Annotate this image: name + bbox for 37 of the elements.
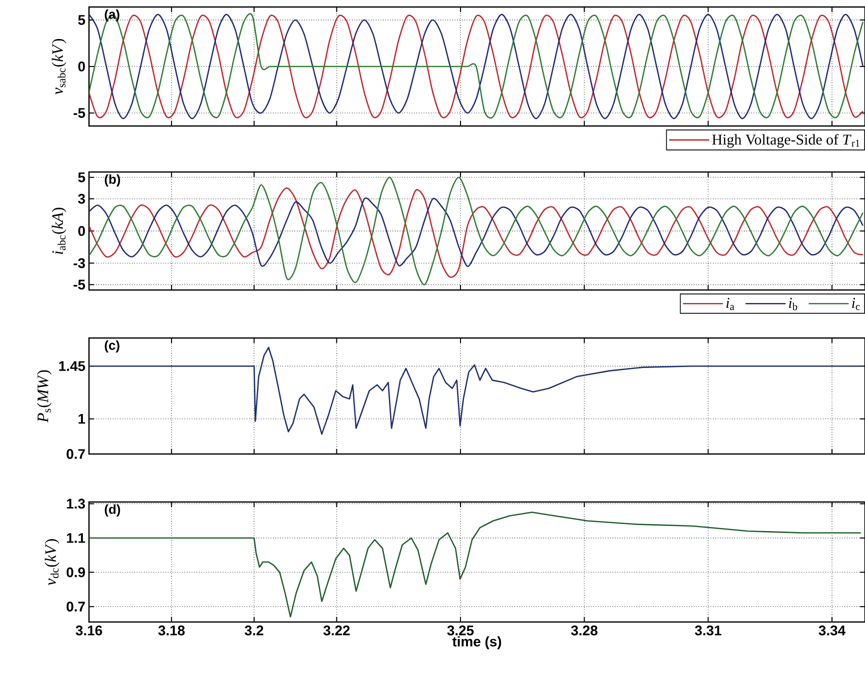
y-axis-title: v$_{dc}$(kV): [44, 539, 60, 586]
legend-label: i$_{c}$: [852, 298, 860, 310]
y-tick-label: 1.1: [66, 533, 86, 543]
y-tick-label: 1.3: [66, 498, 85, 509]
x-axis-title: time (s): [452, 636, 502, 650]
annotation: (c): [104, 340, 120, 352]
legend-label: i$_{a}$: [726, 298, 734, 310]
x-tick-label: 3.34: [818, 626, 846, 636]
x-tick-label: 3.28: [571, 626, 598, 636]
y-tick-label: 5: [78, 172, 86, 182]
x-tick-label: 3.25: [447, 626, 474, 636]
y-axis-title: i$_{abc}$(kA): [52, 208, 66, 254]
y-tick-label: -5: [74, 108, 86, 118]
x-tick-label: 3.18: [158, 626, 185, 636]
y-tick-label: 3: [78, 194, 85, 204]
y-tick-label: 0.7: [66, 449, 85, 459]
x-tick-label: 3.22: [323, 626, 350, 636]
x-tick-label: 3.16: [76, 626, 102, 636]
x-tick-label: 3.2: [244, 626, 264, 636]
y-tick-label: -3: [74, 258, 85, 268]
y-tick-label: 1: [78, 414, 86, 424]
y-tick-label: 1.45: [59, 361, 86, 371]
y-tick-label: 5: [78, 15, 86, 25]
y-tick-label: 0.9: [66, 567, 85, 578]
y-tick-label: 0: [78, 226, 85, 236]
line-series: [89, 187, 864, 278]
annotation: (b): [104, 174, 120, 186]
annotation: (d): [104, 504, 120, 516]
y-tick-label: -5: [74, 280, 86, 290]
x-tick-label: 3.31: [694, 626, 722, 636]
y-tick-label: 0.7: [66, 602, 85, 612]
y-tick-label: 0: [78, 62, 85, 72]
legend-label: High Voltage-Side of T$_{r1}$: [712, 134, 860, 148]
y-axis-title: P$_{s}$(MW): [37, 370, 52, 423]
line-series: [89, 198, 864, 268]
legend-label: i$_{b}$: [789, 298, 798, 310]
y-axis-title: v$_{sabc}$(kV): [52, 39, 66, 94]
